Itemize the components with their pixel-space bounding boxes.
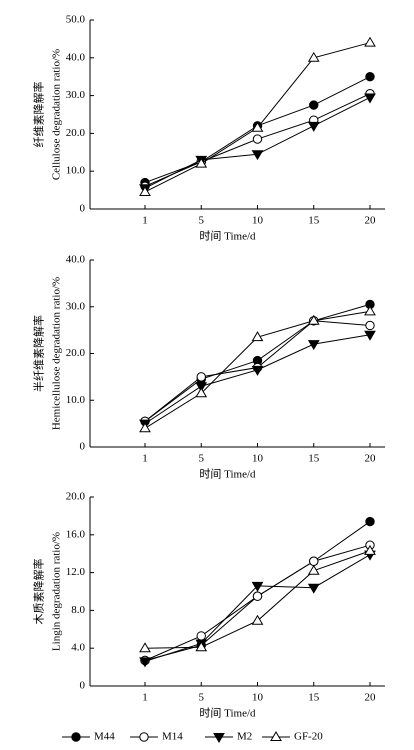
y-axis-title-cn: 半纤维素降解率 bbox=[32, 315, 46, 392]
marker bbox=[309, 556, 319, 566]
marker bbox=[251, 150, 264, 161]
marker bbox=[307, 340, 320, 351]
y-tick-label: 30.0 bbox=[66, 300, 86, 312]
marker bbox=[251, 581, 264, 592]
x-tick-label: 15 bbox=[308, 692, 320, 704]
y-tick-label: 10.0 bbox=[66, 394, 86, 406]
marker bbox=[307, 314, 320, 325]
x-tick-label: 15 bbox=[308, 215, 320, 227]
marker bbox=[364, 305, 376, 316]
y-tick-label: 12.0 bbox=[66, 566, 86, 578]
marker bbox=[309, 100, 319, 110]
marker bbox=[195, 387, 208, 398]
y-tick-label: 16.0 bbox=[66, 528, 86, 540]
y-tick-label: 30.0 bbox=[66, 89, 86, 101]
marker bbox=[307, 51, 320, 62]
x-tick-label: 5 bbox=[199, 215, 205, 227]
marker bbox=[307, 564, 320, 575]
legend-label: M2 bbox=[237, 731, 252, 743]
y-tick-label: 20.0 bbox=[66, 491, 86, 503]
y-axis-title-cn: 纤维素降解率 bbox=[32, 82, 46, 148]
legend-label: M14 bbox=[162, 731, 183, 743]
marker bbox=[139, 422, 151, 433]
marker bbox=[270, 731, 282, 741]
y-tick-label: 10.0 bbox=[66, 165, 86, 177]
x-tick-label: 20 bbox=[365, 453, 377, 465]
marker bbox=[139, 732, 149, 742]
x-tick-label: 1 bbox=[142, 453, 148, 465]
marker bbox=[139, 186, 151, 196]
x-tick-label: 1 bbox=[142, 692, 148, 704]
legend: M44 M14 M2 GF-20 bbox=[62, 731, 323, 743]
marker bbox=[364, 544, 376, 555]
x-tick-label: 10 bbox=[252, 453, 264, 465]
marker bbox=[195, 641, 208, 652]
marker bbox=[307, 583, 320, 594]
legend-label: GF-20 bbox=[294, 731, 323, 743]
marker bbox=[196, 631, 206, 641]
marker bbox=[196, 372, 206, 382]
marker bbox=[251, 331, 264, 342]
marker bbox=[365, 516, 375, 527]
x-tick-label: 20 bbox=[365, 215, 377, 227]
y-tick-label: 0 bbox=[80, 203, 86, 215]
y-tick-label: 50.0 bbox=[66, 14, 86, 26]
marker bbox=[364, 93, 376, 104]
x-axis-title: 时间 Time/d bbox=[199, 468, 256, 481]
x-axis-title: 时间 Time/d bbox=[199, 230, 256, 243]
marker bbox=[195, 382, 208, 393]
y-axis-title: Cellulose degradation ratio/% bbox=[51, 49, 63, 180]
marker bbox=[364, 330, 376, 341]
marker bbox=[365, 72, 375, 82]
marker bbox=[251, 365, 264, 376]
y-axis-title: Lingin degradation ratio/% bbox=[51, 532, 63, 651]
y-tick-label: 0 bbox=[80, 680, 86, 692]
x-tick-label: 10 bbox=[252, 692, 264, 704]
y-tick-label: 0 bbox=[80, 441, 86, 453]
y-tick-label: 40.0 bbox=[66, 254, 86, 266]
marker bbox=[195, 157, 208, 168]
y-tick-label: 20.0 bbox=[66, 347, 86, 359]
marker bbox=[213, 733, 225, 743]
marker bbox=[364, 36, 376, 47]
marker bbox=[139, 642, 151, 653]
series-line bbox=[144, 334, 371, 425]
marker bbox=[365, 320, 375, 331]
marker bbox=[139, 657, 151, 668]
y-tick-label: 8.0 bbox=[71, 604, 85, 616]
x-tick-label: 15 bbox=[308, 453, 320, 465]
x-tick-label: 5 bbox=[199, 692, 205, 704]
y-tick-label: 40.0 bbox=[66, 51, 86, 63]
y-tick-label: 4.0 bbox=[71, 642, 85, 654]
x-tick-label: 5 bbox=[199, 453, 205, 465]
y-axis-title: Hemicellulose degradation ratio/% bbox=[51, 277, 63, 430]
marker bbox=[251, 614, 264, 625]
marker bbox=[252, 134, 263, 144]
marker bbox=[252, 591, 263, 601]
x-tick-label: 1 bbox=[142, 215, 148, 227]
legend-label: M44 bbox=[94, 731, 115, 743]
x-axis-title: 时间 Time/d bbox=[199, 707, 256, 720]
marker bbox=[71, 732, 81, 742]
x-tick-label: 10 bbox=[252, 215, 264, 227]
marker bbox=[307, 121, 320, 132]
x-tick-label: 20 bbox=[365, 692, 377, 704]
marker bbox=[251, 121, 264, 132]
y-tick-label: 20.0 bbox=[66, 127, 86, 139]
y-axis-title-cn: 木质素降解率 bbox=[32, 559, 46, 625]
